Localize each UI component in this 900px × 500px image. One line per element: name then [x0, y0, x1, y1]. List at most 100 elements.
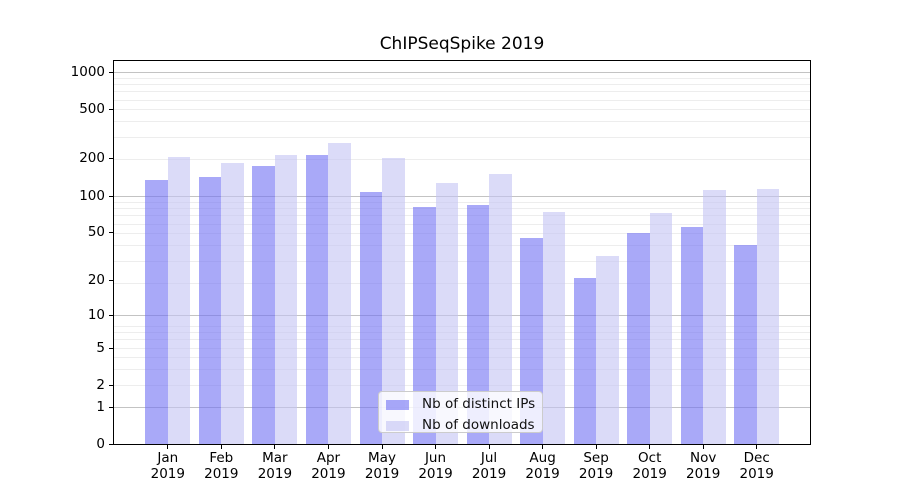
gridline-major: [114, 195, 810, 197]
gridline-minor: [114, 325, 810, 327]
gridline-minor: [114, 201, 810, 203]
x-tick-label-mar: Mar 2019: [257, 450, 293, 482]
gridline-minor: [114, 99, 810, 101]
y-tick-label-1: 1: [96, 398, 105, 415]
y-tick-mark-10: [109, 314, 113, 316]
x-tick-label-dec: Dec 2019: [739, 450, 774, 482]
gridline-minor: [114, 215, 810, 217]
gridline-minor: [114, 384, 810, 386]
y-tick-label-20: 20: [87, 272, 105, 288]
x-tick-mark-sep: [595, 445, 597, 449]
legend-item-downloads: Nb of downloads: [386, 417, 537, 434]
x-tick-mark-may: [381, 445, 383, 449]
gridline-minor: [114, 109, 810, 111]
bar-distinct-ips-may: [359, 191, 382, 444]
y-tick-label-100: 100: [79, 187, 105, 204]
bar-downloads-oct: [649, 212, 673, 444]
gridline-major: [114, 71, 810, 73]
y-tick-mark-5: [109, 347, 113, 349]
x-tick-mark-mar: [274, 445, 276, 449]
gridline-minor: [114, 84, 810, 85]
y-tick-mark-100: [109, 195, 113, 197]
gridline-minor: [114, 121, 810, 123]
y-tick-label-200: 200: [79, 150, 105, 167]
x-tick-mark-dec: [756, 445, 758, 449]
gridline-minor: [114, 136, 810, 138]
bar-downloads-nov: [703, 190, 726, 444]
gridline-minor: [114, 332, 810, 333]
x-tick-label-aug: Aug 2019: [525, 450, 560, 482]
gridline-minor: [114, 208, 810, 209]
bar-distinct-ips-oct: [627, 233, 650, 444]
bar-downloads-mar: [274, 155, 298, 444]
bar-distinct-ips-jun: [413, 207, 436, 444]
y-tick-label-500: 500: [79, 101, 105, 118]
bar-distinct-ips-nov: [680, 227, 704, 444]
legend-swatch-downloads-icon: [386, 420, 409, 431]
x-tick-mark-nov: [702, 445, 704, 449]
x-tick-label-feb: Feb 2019: [204, 450, 239, 482]
y-tick-mark-2: [109, 384, 113, 386]
bar-downloads-sep: [596, 255, 619, 444]
bar-downloads-dec: [756, 189, 780, 444]
legend-label-distinct-ips: Nb of distinct IPs: [422, 396, 536, 412]
x-tick-mark-jun: [435, 445, 436, 449]
bar-downloads-jun: [435, 183, 458, 444]
gridline-minor: [114, 223, 810, 225]
bar-downloads-jan: [167, 157, 191, 444]
bar-distinct-ips-jan: [145, 179, 168, 444]
gridline-minor: [114, 233, 810, 235]
y-tick-label-50: 50: [87, 224, 105, 241]
bar-downloads-feb: [221, 162, 244, 444]
y-tick-mark-1000: [109, 71, 113, 73]
gridlines-layer: [114, 61, 810, 444]
y-tick-mark-0: [109, 444, 113, 445]
x-tick-label-apr: Apr 2019: [311, 450, 346, 482]
legend: Nb of distinct IPs Nb of downloads: [378, 391, 543, 433]
gridline-minor: [114, 339, 810, 341]
gridline-minor: [114, 77, 810, 79]
y-tick-mark-1: [109, 406, 113, 408]
y-tick-mark-50: [109, 232, 113, 234]
bar-distinct-ips-apr: [305, 154, 329, 444]
x-tick-mark-apr: [327, 445, 329, 449]
x-tick-mark-jan: [167, 445, 169, 449]
bar-distinct-ips-mar: [252, 165, 275, 444]
gridline-minor: [114, 347, 810, 349]
x-tick-label-jan: Jan 2019: [150, 450, 185, 482]
bar-distinct-ips-jul: [466, 204, 489, 444]
x-tick-mark-aug: [542, 445, 544, 449]
gridline-major: [114, 314, 810, 316]
gridline-minor: [114, 245, 810, 247]
legend-label-downloads: Nb of downloads: [422, 417, 535, 433]
bar-downloads-jul: [489, 173, 512, 444]
y-tick-mark-500: [109, 109, 113, 111]
legend-swatch-distinct-ips-icon: [386, 399, 409, 410]
bar-distinct-ips-feb: [198, 177, 222, 444]
bar-distinct-ips-sep: [573, 277, 597, 444]
x-tick-mark-oct: [649, 445, 651, 449]
x-tick-mark-feb: [220, 445, 222, 449]
bar-downloads-may: [382, 158, 405, 444]
bar-distinct-ips-dec: [734, 245, 757, 444]
y-tick-mark-20: [109, 280, 113, 281]
x-tick-mark-jul: [488, 445, 490, 449]
y-tick-label-1000: 1000: [70, 63, 105, 80]
gridline-minor: [114, 282, 810, 284]
x-tick-label-oct: Oct 2019: [632, 450, 667, 482]
y-tick-mark-200: [109, 158, 113, 160]
y-tick-label-0: 0: [96, 436, 105, 452]
gridline-minor: [114, 369, 810, 371]
x-tick-label-jul: Jul 2019: [471, 450, 507, 482]
bars-layer: [114, 61, 810, 444]
x-tick-label-nov: Nov 2019: [686, 450, 721, 482]
gridline-minor: [114, 91, 810, 93]
x-tick-label-sep: Sep 2019: [578, 450, 614, 482]
gridline-minor: [114, 357, 810, 359]
x-tick-label-jun: Jun 2019: [418, 450, 453, 482]
chart-title: ChIPSeqSpike 2019: [379, 34, 545, 54]
bar-downloads-aug: [542, 211, 566, 444]
legend-item-distinct-ips: Nb of distinct IPs: [386, 396, 537, 413]
y-tick-label-2: 2: [96, 376, 105, 393]
